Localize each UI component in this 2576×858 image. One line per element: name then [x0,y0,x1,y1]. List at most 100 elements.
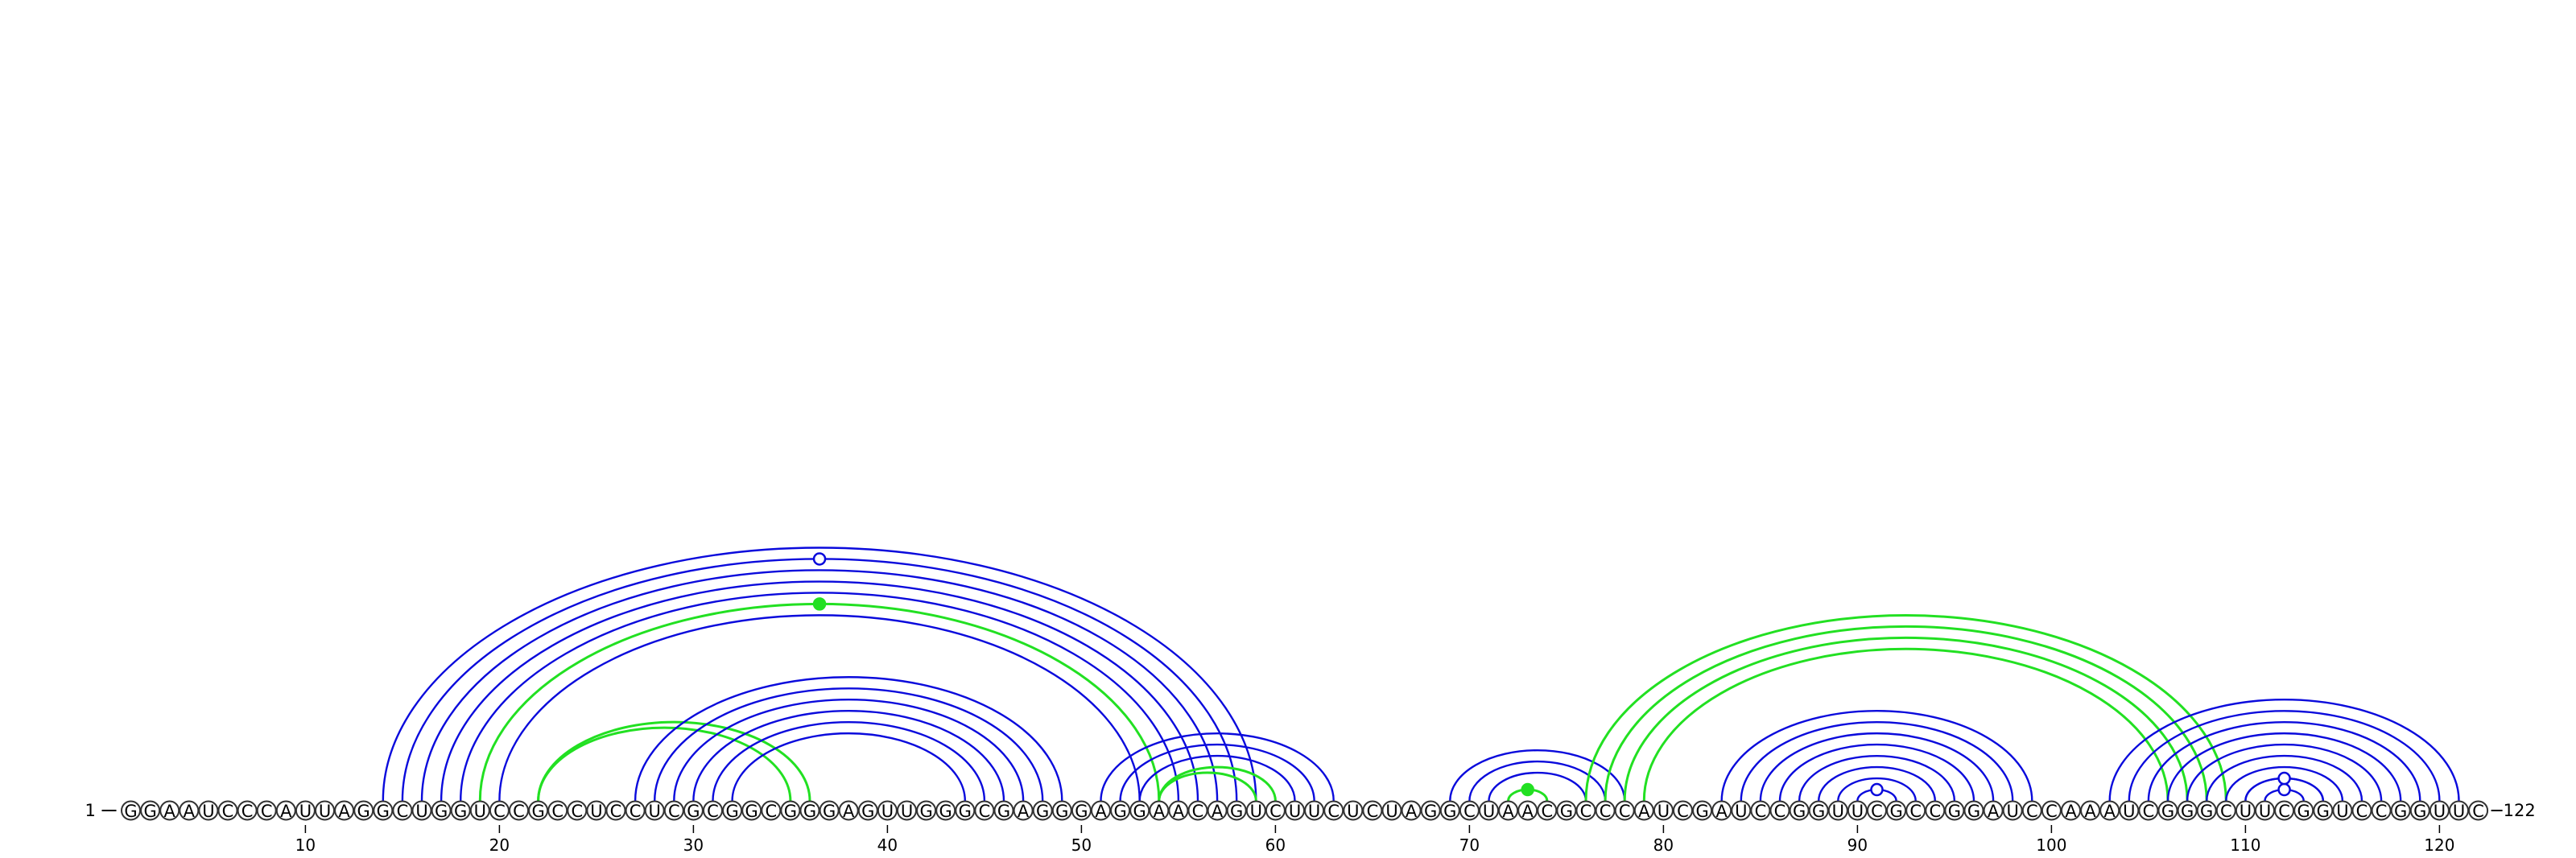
nucleotide-letter: A [1018,802,1030,821]
position-ticks: 10 20 30 40 50 60 70 80 90 100 110 120 [295,825,2454,855]
nucleotide-letter: G [919,802,932,821]
nucleotide: G [1110,800,1131,821]
nucleotide-circle [1091,800,1111,821]
nucleotide-letter: A [1988,802,2000,821]
tick-label: 60 [1265,835,1286,855]
tick-label: 70 [1459,835,1480,855]
nucleotide-letter: A [2065,802,2077,821]
blue-base-pair-arc [1818,765,1936,802]
nucleotide: G [935,800,956,821]
nucleotide-circle [2449,800,2469,821]
nucleotide: G [722,800,743,821]
nucleotide-letter: C [1909,802,1922,821]
nucleotide-letter: C [551,802,564,821]
nucleotide-letter: C [1600,802,1612,821]
nucleotide-circle [2313,800,2334,821]
nucleotide: G [2157,800,2178,821]
nucleotide-circle [2255,800,2275,821]
nucleotide-letter: C [2220,802,2232,821]
nucleotide-circle [1537,800,1558,821]
nucleotide: C [1769,800,1790,821]
nucleotide-circle [1071,800,1092,821]
nucleotide-letter: G [2200,802,2213,821]
nucleotide-circle [2429,800,2450,821]
nucleotide-circle [2390,800,2411,821]
nucleotide-circle [450,800,471,821]
nucleotide: C [605,800,626,821]
nucleotide-circle [1226,800,1247,821]
nucleotide-circle [1381,800,1402,821]
tick-label: 120 [2424,835,2454,855]
nucleotide: C [256,800,277,821]
nucleotide: G [2409,800,2430,821]
nucleotide: G [121,800,141,821]
nucleotide: G [1692,800,1713,821]
nucleotide: C [1265,800,1286,821]
nucleotide-circle [1517,800,1538,821]
nucleotide-letter: C [1541,802,1553,821]
nucleotide-circle [2080,800,2101,821]
green-base-pair-arc [1604,625,2208,802]
nucleotide-letter: G [435,802,448,821]
nucleotide-letter: C [2278,802,2290,821]
blue-base-pair-arc [2128,710,2441,802]
nucleotide-letter: C [1619,802,1631,821]
nucleotide: U [295,800,316,821]
nucleotide-letter: C [1269,802,1282,821]
nucleotide: C [1595,800,1616,821]
nucleotide-letter: C [2376,802,2388,821]
nucleotide: C [703,800,723,821]
nucleotide: U [644,800,665,821]
nucleotide-circle [819,800,840,821]
nucleotide-letter: C [2472,802,2484,821]
nucleotide-letter: G [823,802,836,821]
nucleotide-circle [897,800,917,821]
nucleotide: U [2002,800,2023,821]
tick-label: 90 [1847,835,1868,855]
nucleotide: C [1575,800,1596,821]
nucleotide-circle [1207,800,1228,821]
nucleotide-circle [761,800,782,821]
nucleotide: G [857,800,878,821]
nucleotide-circle [1750,800,1771,821]
nucleotide-circle [2235,800,2256,821]
nucleotide: G [741,800,762,821]
nucleotide: G [1963,800,1984,821]
nucleotide: C [1905,800,1926,821]
nucleotide-letter: G [939,802,952,821]
nucleotide: A [159,800,180,821]
open-arc-marker [2277,782,2291,797]
nucleotide-letter: G [2161,802,2174,821]
nucleotide: U [2449,800,2469,821]
nucleotide-letter: U [2336,802,2348,821]
nucleotide: G [1944,800,1965,821]
nucleotide: G [2313,800,2334,821]
nucleotide-letter: U [299,802,312,821]
nucleotide-circle [528,800,549,821]
nucleotide-circle [1459,800,1480,821]
blue-base-pair-arc [2225,765,2344,802]
blue-base-pair-arc [2108,698,2460,802]
nucleotide: C [2138,800,2159,821]
nucleotide-letter: G [454,802,467,821]
nucleotide-circle [2002,800,2023,821]
nucleotide-letter: U [881,802,894,821]
nucleotide: U [2235,800,2256,821]
nucleotide-circle [275,800,296,821]
nucleotide-circle [1168,800,1189,821]
nucleotide: A [1633,800,1654,821]
nucleotide: C [1459,800,1480,821]
nucleotide: G [140,800,161,821]
nucleotide-letter: U [1852,802,1864,821]
nucleotide-letter: G [725,802,738,821]
blue-base-pair-arc [1468,760,1607,802]
nucleotide-letter: G [803,802,816,821]
nucleotide-letter: U [1483,802,1495,821]
tick-label: 20 [489,835,510,855]
nucleotide-circle [2293,800,2314,821]
nucleotide-letter: C [1367,802,1379,821]
tick-label: 110 [2230,835,2260,855]
nucleotide-letter: U [474,802,486,821]
green-base-pair-arc [1158,771,1257,802]
